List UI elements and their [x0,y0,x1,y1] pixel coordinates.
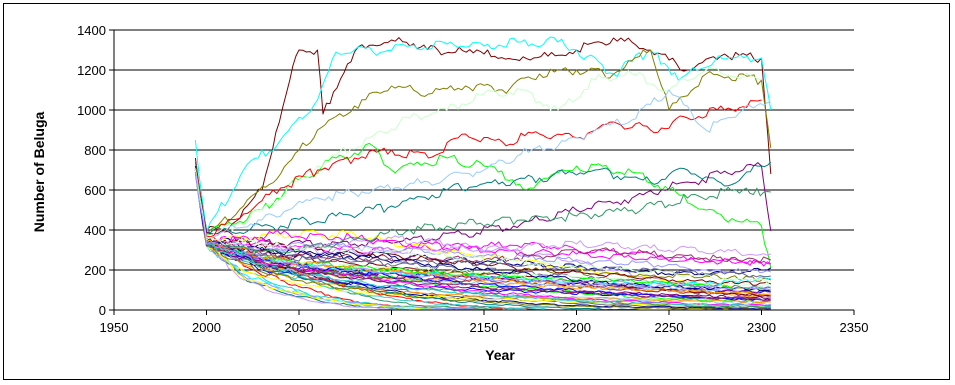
x-tick-label-2350: 2350 [840,320,869,335]
x-tick-label-2250: 2250 [655,320,684,335]
x-tick-label-2150: 2150 [470,320,499,335]
series-line-7 [194,171,772,267]
series-line-44 [194,169,771,291]
x-axis-title: Year [485,347,515,363]
chart-area [3,3,950,380]
y-tick-label-1200: 1200 [77,63,106,78]
series-line-33 [194,171,411,311]
x-tick-label-2200: 2200 [562,320,591,335]
series-line-18 [194,173,485,311]
y-axis-title: Number of Beluga [31,112,47,233]
y-tick-label-1000: 1000 [77,103,106,118]
x-tick-label-2000: 2000 [192,320,221,335]
series-line-58 [194,169,771,307]
y-tick-label-800: 800 [84,143,106,158]
series-line-57 [194,171,771,302]
x-tick-labels: 1950 2000 2050 2100 2150 2200 2250 2300 2350 [100,320,869,335]
series-line-2 [194,36,772,233]
series-line-49 [194,167,448,311]
x-tick-label-2300: 2300 [747,320,776,335]
series-line-47 [194,171,771,307]
series-layer [194,36,772,311]
y-tick-label-0: 0 [99,303,106,318]
y-tick-label-200: 200 [84,263,106,278]
series-line-5 [194,161,772,234]
series-line-29 [194,171,771,308]
series-line-55 [194,169,771,254]
series-line-51 [194,99,762,238]
series-line-59 [194,169,771,284]
series-line-19 [194,67,762,243]
series-line-20 [194,169,771,274]
y-tick-label-600: 600 [84,183,106,198]
gridlines [114,29,854,271]
series-line-17 [194,169,771,297]
series-line-60 [194,171,771,291]
series-line-3 [194,49,772,235]
y-tick-label-400: 400 [84,223,106,238]
y-tick-labels: 0 200 400 600 800 1000 1200 1400 [77,23,106,318]
series-line-40 [194,169,503,311]
x-tick-label-1950: 1950 [100,320,129,335]
series-line-37 [194,169,771,264]
y-tick-label-1400: 1400 [77,23,106,38]
series-line-38 [194,167,577,311]
series-line-4 [194,142,772,269]
series-line-1 [194,37,772,233]
series-line-6 [194,162,772,248]
series-line-45 [194,167,651,311]
series-line-53 [194,169,771,256]
axes [109,29,855,315]
x-tick-label-2100: 2100 [377,320,406,335]
series-line-43 [194,171,771,311]
series-line-52 [194,89,771,239]
series-line-56 [194,167,771,296]
x-tick-label-2050: 2050 [285,320,314,335]
